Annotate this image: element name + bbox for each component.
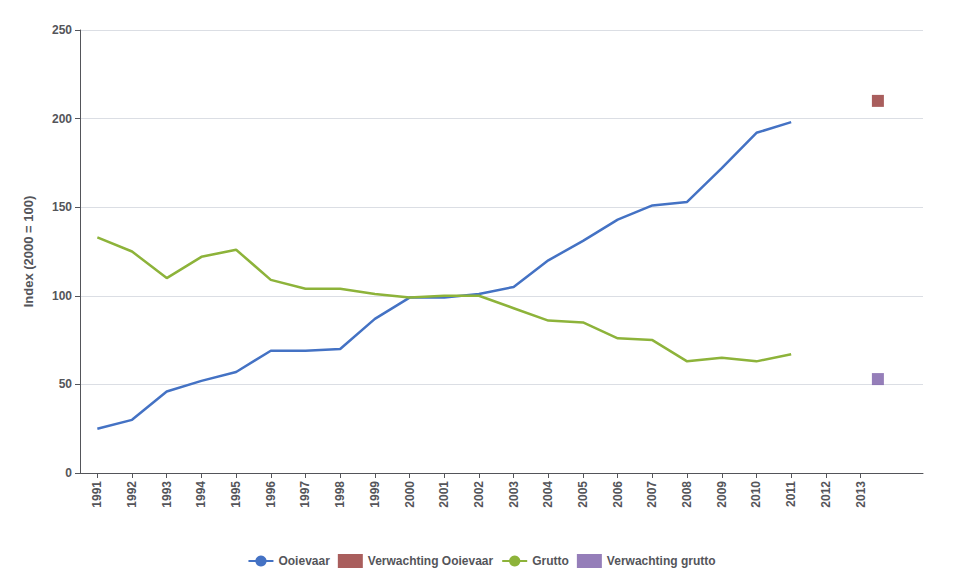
svg-text:100: 100 [52,289,72,303]
svg-text:2011: 2011 [784,481,798,507]
svg-text:2000: 2000 [403,481,417,508]
svg-text:1993: 1993 [160,481,174,508]
svg-text:250: 250 [52,23,72,37]
svg-text:2001: 2001 [437,481,451,508]
svg-text:Verwachting grutto: Verwachting grutto [607,554,716,568]
svg-text:2012: 2012 [819,481,833,508]
svg-text:200: 200 [52,112,72,126]
svg-text:2002: 2002 [472,481,486,508]
svg-text:150: 150 [52,200,72,214]
svg-text:Verwachting Ooievaar: Verwachting Ooievaar [368,554,494,568]
svg-text:2008: 2008 [680,481,694,508]
svg-text:Ooievaar: Ooievaar [278,554,330,568]
svg-text:50: 50 [59,377,73,391]
svg-text:1996: 1996 [264,481,278,508]
svg-text:Index (2000 = 100): Index (2000 = 100) [21,196,36,308]
svg-text:2010: 2010 [749,481,763,508]
svg-text:2005: 2005 [576,481,590,508]
svg-text:1995: 1995 [229,481,243,508]
svg-text:1998: 1998 [333,481,347,508]
svg-text:0: 0 [65,466,72,480]
svg-text:2013: 2013 [854,481,868,508]
svg-text:1999: 1999 [368,481,382,508]
svg-text:1997: 1997 [298,481,312,508]
svg-text:2006: 2006 [611,481,625,508]
svg-text:2003: 2003 [507,481,521,508]
svg-text:1994: 1994 [194,481,208,508]
svg-text:2004: 2004 [541,481,555,508]
svg-text:1991: 1991 [90,481,104,508]
svg-text:Grutto: Grutto [532,554,569,568]
svg-text:2007: 2007 [645,481,659,508]
svg-text:1992: 1992 [125,481,139,508]
svg-text:2009: 2009 [715,481,729,508]
